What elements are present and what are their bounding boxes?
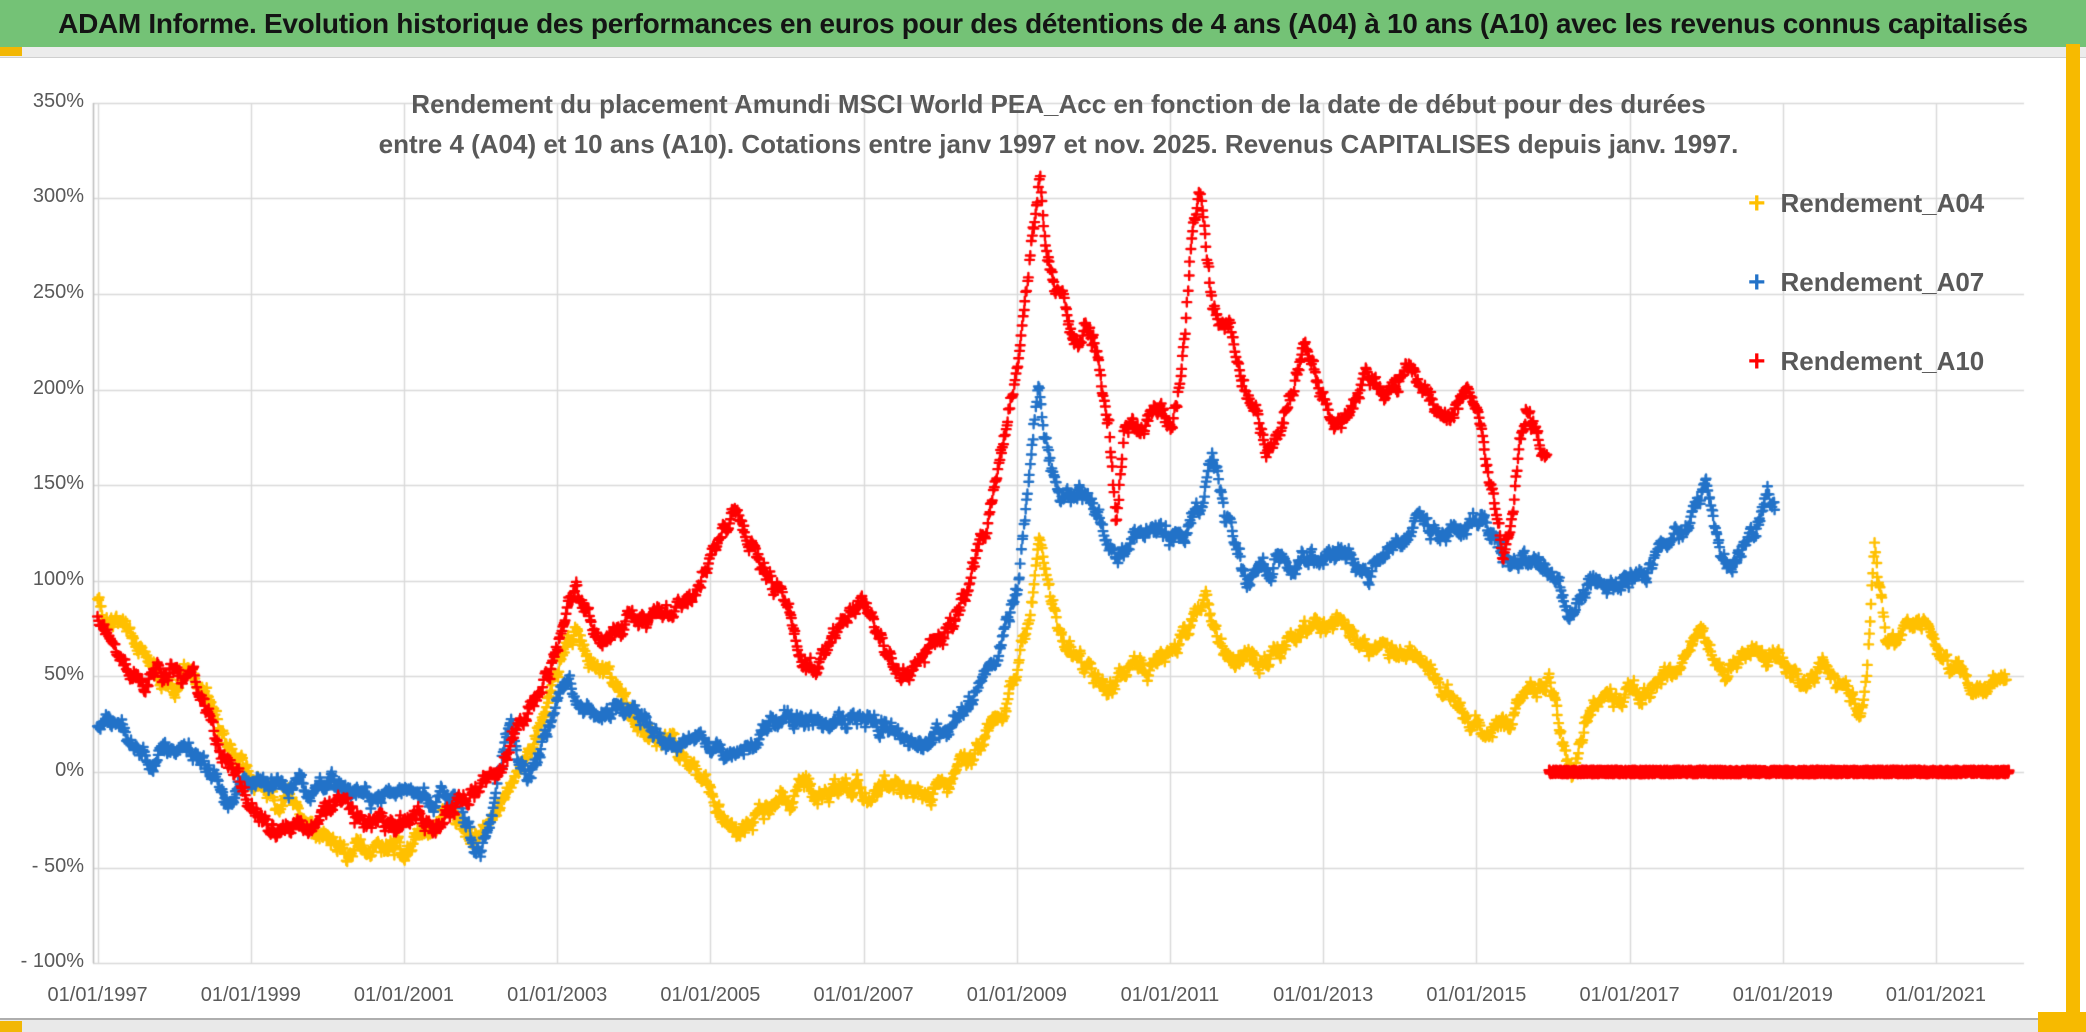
y-tick-label: - 100%: [20, 950, 84, 973]
y-tick-label: 150%: [32, 472, 84, 495]
chart-title: Rendement du placement Amundi MSCI World…: [93, 84, 2024, 164]
y-tick-label: 0%: [55, 759, 84, 781]
x-tick-label: 01/01/2021: [1885, 984, 1987, 1006]
window-title-bar: ADAM Informe. Evolution historique des p…: [0, 0, 2086, 47]
y-tick-label: - 50%: [31, 854, 84, 877]
bottom-divider: [0, 1018, 2086, 1032]
accent-strip-right: [2066, 44, 2080, 1032]
legend-item-Rendement_A10[interactable]: + Rendement_A10: [1748, 346, 1984, 377]
x-tick-label: 01/01/1999: [200, 984, 301, 1006]
accent-square-bottom-right: [2038, 1012, 2086, 1032]
y-tick-label: 300%: [32, 185, 84, 208]
x-tick-label: 01/01/2013: [1273, 984, 1374, 1006]
y-tick-label: 250%: [32, 281, 84, 303]
accent-square-bottom-left: [0, 1021, 22, 1032]
x-tick-label: 01/01/2011: [1120, 984, 1220, 1006]
x-tick-label: 01/01/2017: [1579, 984, 1680, 1006]
x-tick-label: 01/01/2001: [353, 984, 455, 1006]
header-divider: [0, 47, 2086, 58]
x-tick-label: 01/01/2009: [966, 984, 1067, 1006]
legend-item-Rendement_A04[interactable]: + Rendement_A04: [1748, 188, 1984, 219]
legend-label: Rendement_A04: [1780, 188, 1985, 218]
chart-title-line-1: Rendement du placement Amundi MSCI World…: [411, 89, 1706, 119]
accent-square-top-left: [0, 47, 22, 56]
legend-item-Rendement_A07[interactable]: + Rendement_A07: [1748, 267, 1984, 298]
legend-plus-marker-icon: +: [1748, 344, 1766, 378]
y-tick-label: 50%: [43, 663, 84, 686]
x-tick-label: 01/01/1997: [47, 984, 148, 1006]
y-tick-label: 200%: [32, 376, 84, 399]
legend-plus-marker-icon: +: [1748, 265, 1766, 299]
chart-title-line-2: entre 4 (A04) et 10 ans (A10). Cotations…: [378, 129, 1739, 159]
x-tick-label: 01/01/2019: [1732, 984, 1833, 1006]
legend-label: Rendement_A07: [1780, 267, 1985, 297]
legend-label: Rendement_A10: [1780, 346, 1985, 376]
legend-plus-marker-icon: +: [1748, 186, 1766, 220]
x-tick-label: 01/01/2007: [813, 984, 914, 1006]
x-tick-label: 01/01/2015: [1426, 984, 1527, 1006]
y-tick-label: 350%: [32, 89, 84, 112]
x-tick-label: 01/01/2003: [507, 984, 608, 1006]
y-tick-label: 100%: [32, 567, 84, 590]
window-title-text: ADAM Informe. Evolution historique des p…: [58, 7, 2028, 39]
x-tick-label: 01/01/2005: [660, 984, 761, 1006]
